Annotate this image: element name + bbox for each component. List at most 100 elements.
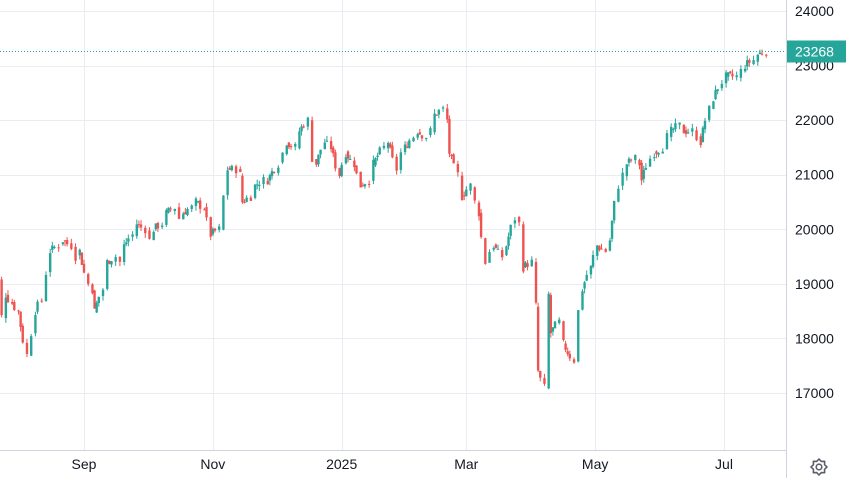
candle [720,79,724,91]
candle [420,134,424,142]
candle [361,182,365,187]
candle [70,238,73,251]
candle-body [152,231,155,241]
candle [21,323,24,344]
candle [266,177,269,185]
candle-body [469,183,472,191]
candle [530,256,533,267]
candle [391,141,394,159]
candle-body [63,240,67,242]
candle [456,160,460,177]
gear-icon [810,458,828,476]
candle [465,186,468,197]
candle-body [61,242,65,245]
candle [256,179,259,190]
candle [374,157,377,167]
y-tick-label: 20000 [795,221,834,237]
candle-body [558,319,561,324]
candle [661,148,664,154]
candle-body [10,302,14,304]
candle-body [522,224,525,272]
candle [184,207,187,215]
candle-body [583,282,586,289]
candle-body [530,259,533,267]
candle-body [17,310,20,312]
candle [213,228,217,233]
candle [526,260,529,271]
candle-body [239,168,242,172]
candle [524,261,527,269]
candle-body [714,90,717,100]
candle-body [249,197,253,201]
candle [448,115,451,158]
candle [553,320,557,329]
candle [684,126,688,138]
candle-body [332,147,335,154]
candle-body [262,177,265,185]
candle [44,271,48,302]
candle [258,180,261,191]
candle [691,123,694,137]
candle [108,260,111,265]
candle-body [399,152,403,170]
candle [596,244,599,261]
candle-body [34,315,37,334]
candle-body [315,159,318,165]
candle [40,298,43,303]
candle [549,292,552,338]
candle-body [437,109,441,115]
candle [543,373,546,386]
candle-body [564,343,567,350]
candle-body [492,248,495,250]
candle-body [577,310,580,362]
candle [182,211,185,220]
candle-body [270,171,274,177]
candle [648,155,652,167]
candle [505,245,508,257]
candle [196,200,200,204]
candle-body [572,359,576,363]
candle-body [701,127,705,143]
candle-body [517,216,521,223]
candle-body [549,295,552,334]
candle [727,72,730,81]
candle [177,202,181,220]
candle-body [25,342,29,354]
candle-body [727,72,730,77]
candle-body [268,174,272,181]
candle [435,114,438,116]
candle-body [21,325,24,343]
candle-body [661,151,664,154]
candle [437,108,441,119]
candle-body [429,128,432,136]
candle-body [621,172,624,186]
candle [621,167,624,190]
candle [319,149,322,159]
candle-body [241,175,244,203]
candle [300,124,303,136]
candle-body [450,154,453,156]
candle-body [160,225,164,228]
candle-body [418,132,422,135]
candle-body [539,371,542,378]
candle-body [629,159,633,161]
candle [604,247,607,253]
settings-button[interactable] [808,456,830,478]
candle [253,184,257,200]
candle [405,141,409,149]
candle [644,163,648,170]
candle [589,265,593,279]
candle [678,122,681,130]
candle-body [182,213,185,220]
candle [80,252,84,266]
candle-body [648,158,652,167]
candle [34,311,37,337]
candle-body [526,263,529,267]
candle-body [230,165,234,171]
candle-body [348,158,352,160]
candle-body [395,156,398,171]
candle [395,153,398,175]
candle [600,243,603,250]
